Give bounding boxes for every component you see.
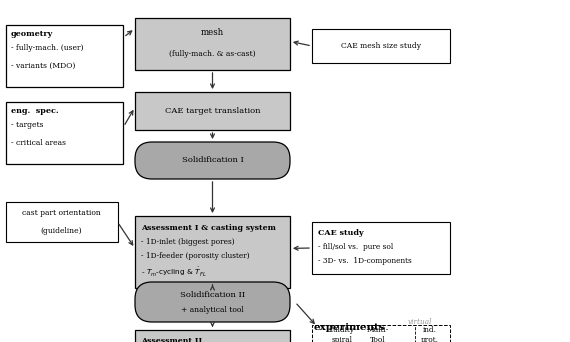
Text: - targets: - targets	[10, 121, 43, 129]
Text: prot.: prot.	[421, 336, 439, 342]
Text: - fully-mach. (user): - fully-mach. (user)	[10, 44, 83, 52]
Text: - $T_m$-cycling & $\dot{T}_{FL}$: - $T_m$-cycling & $\dot{T}_{FL}$	[141, 266, 207, 279]
FancyBboxPatch shape	[135, 142, 290, 179]
Text: - fill/sol vs.  pure sol: - fill/sol vs. pure sol	[318, 243, 393, 251]
Text: Assessment II: Assessment II	[141, 337, 202, 342]
Text: cast part orientation: cast part orientation	[22, 209, 101, 217]
Text: Solidification II: Solidification II	[180, 291, 245, 299]
FancyBboxPatch shape	[312, 222, 450, 274]
Text: (guideline): (guideline)	[40, 227, 82, 235]
Text: mesh: mesh	[201, 28, 224, 37]
Text: experiments: experiments	[314, 323, 386, 331]
FancyBboxPatch shape	[135, 330, 290, 342]
FancyBboxPatch shape	[135, 92, 290, 130]
Text: - 1D-inlet (biggest pores): - 1D-inlet (biggest pores)	[141, 238, 235, 246]
Text: fluidity: fluidity	[329, 326, 355, 333]
Text: Multi-: Multi-	[367, 326, 389, 333]
Text: (fully-mach. & as-cast): (fully-mach. & as-cast)	[169, 50, 256, 58]
FancyBboxPatch shape	[312, 29, 450, 63]
Text: Tool: Tool	[370, 336, 386, 342]
Text: - critical areas: - critical areas	[10, 139, 66, 147]
Text: CAE target translation: CAE target translation	[165, 107, 260, 115]
Text: Assessment I & casting system: Assessment I & casting system	[141, 224, 276, 232]
Text: CAE mesh size study: CAE mesh size study	[341, 42, 421, 50]
Text: - 3D- vs.  1D-components: - 3D- vs. 1D-components	[318, 257, 412, 265]
Text: CAE study: CAE study	[318, 229, 364, 237]
FancyBboxPatch shape	[312, 325, 450, 342]
Text: - variants (MDO): - variants (MDO)	[10, 62, 75, 70]
FancyBboxPatch shape	[135, 216, 290, 288]
Text: ind.: ind.	[423, 326, 437, 333]
FancyBboxPatch shape	[135, 282, 290, 322]
FancyBboxPatch shape	[6, 25, 124, 87]
FancyBboxPatch shape	[6, 102, 124, 164]
Text: Solidification I: Solidification I	[182, 157, 243, 165]
Text: virtual: virtual	[408, 318, 433, 326]
FancyBboxPatch shape	[135, 18, 290, 70]
Text: spiral: spiral	[332, 336, 352, 342]
Text: - 1D-feeder (porosity cluster): - 1D-feeder (porosity cluster)	[141, 252, 250, 260]
Text: eng.  spec.: eng. spec.	[10, 107, 58, 115]
FancyBboxPatch shape	[6, 202, 117, 242]
Text: + analytical tool: + analytical tool	[181, 306, 244, 314]
Text: geometry: geometry	[10, 30, 53, 38]
